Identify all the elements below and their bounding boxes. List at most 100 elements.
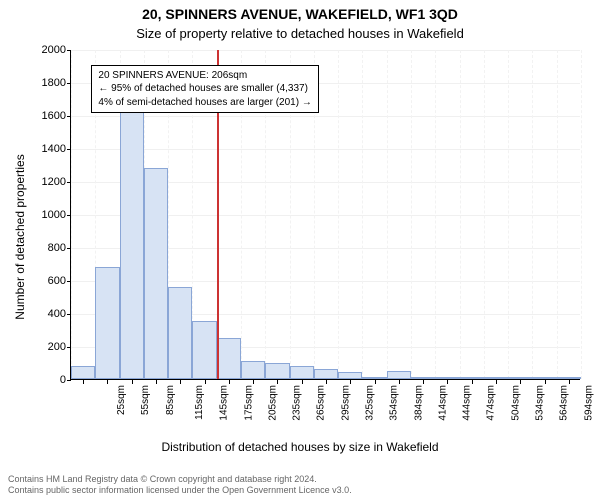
histogram-bar [508, 377, 532, 379]
x-tick-label: 594sqm [583, 385, 594, 421]
gridline-minor [557, 50, 558, 379]
x-tick-mark [277, 380, 278, 384]
histogram-bar [411, 377, 435, 379]
x-tick-mark [107, 380, 108, 384]
gridline-minor [460, 50, 461, 379]
histogram-bar [338, 372, 362, 379]
footer-line2: Contains public sector information licen… [8, 485, 352, 496]
gridline-minor [508, 50, 509, 379]
histogram-bar [460, 377, 484, 379]
gridline-minor [581, 50, 582, 379]
gridline-major [71, 149, 580, 150]
y-tick-label: 1200 [16, 176, 66, 188]
histogram-bar [120, 112, 144, 379]
x-tick-mark [180, 380, 181, 384]
histogram-bar [557, 377, 581, 379]
y-tick-label: 1600 [16, 110, 66, 122]
x-tick-mark [375, 380, 376, 384]
histogram-bar [168, 287, 192, 379]
y-tick-label: 200 [16, 341, 66, 353]
annotation-line1: 20 SPINNERS AVENUE: 206sqm [98, 69, 311, 83]
histogram-bar [241, 361, 265, 379]
gridline-major [71, 116, 580, 117]
annotation-line3: 4% of semi-detached houses are larger (2… [98, 96, 311, 110]
x-tick-mark [132, 380, 133, 384]
y-tick-label: 0 [16, 374, 66, 386]
y-tick-label: 400 [16, 308, 66, 320]
y-tick-label: 1000 [16, 209, 66, 221]
y-tick-label: 1800 [16, 77, 66, 89]
x-tick-mark [496, 380, 497, 384]
gridline-minor [71, 50, 72, 379]
footer-line1: Contains HM Land Registry data © Crown c… [8, 474, 352, 485]
histogram-bar [387, 371, 411, 379]
gridline-major [71, 50, 580, 51]
page-subtitle: Size of property relative to detached ho… [0, 26, 600, 41]
x-tick-mark [83, 380, 84, 384]
x-tick-label: 504sqm [510, 385, 521, 421]
x-tick-mark [423, 380, 424, 384]
plot-area: 20 SPINNERS AVENUE: 206sqm← 95% of detac… [70, 50, 580, 380]
histogram-bar [144, 168, 168, 379]
x-tick-label: 205sqm [267, 385, 278, 421]
y-tick-mark [67, 380, 71, 381]
histogram-bar [314, 369, 338, 379]
x-tick-mark [545, 380, 546, 384]
annotation-box: 20 SPINNERS AVENUE: 206sqm← 95% of detac… [91, 65, 318, 114]
histogram-bar [290, 366, 314, 379]
y-tick-label: 2000 [16, 44, 66, 56]
x-tick-mark [569, 380, 570, 384]
x-tick-label: 414sqm [437, 385, 448, 421]
x-tick-label: 444sqm [462, 385, 473, 421]
histogram-bar [435, 377, 459, 379]
x-tick-mark [399, 380, 400, 384]
chart-container: 20, SPINNERS AVENUE, WAKEFIELD, WF1 3QD … [0, 0, 600, 500]
x-axis-label: Distribution of detached houses by size … [0, 440, 600, 454]
histogram-bar [71, 366, 95, 379]
page-title: 20, SPINNERS AVENUE, WAKEFIELD, WF1 3QD [0, 6, 600, 22]
x-tick-label: 115sqm [194, 385, 205, 420]
gridline-minor [338, 50, 339, 379]
x-tick-label: 85sqm [165, 385, 176, 415]
x-tick-mark [350, 380, 351, 384]
x-tick-label: 564sqm [559, 385, 570, 421]
x-tick-label: 235sqm [292, 385, 303, 421]
histogram-bar [484, 377, 508, 379]
y-tick-label: 600 [16, 275, 66, 287]
gridline-minor [411, 50, 412, 379]
gridline-minor [435, 50, 436, 379]
gridline-minor [387, 50, 388, 379]
x-tick-label: 25sqm [116, 385, 127, 415]
annotation-line2: ← 95% of detached houses are smaller (4,… [98, 82, 311, 96]
histogram-bar [95, 267, 119, 379]
x-tick-label: 474sqm [486, 385, 497, 421]
x-tick-label: 325sqm [365, 385, 376, 421]
x-tick-mark [472, 380, 473, 384]
histogram-bar [192, 321, 216, 379]
x-tick-label: 534sqm [535, 385, 546, 421]
y-tick-label: 1400 [16, 143, 66, 155]
y-tick-label: 800 [16, 242, 66, 254]
x-tick-label: 55sqm [140, 385, 151, 415]
x-tick-mark [253, 380, 254, 384]
x-tick-mark [229, 380, 230, 384]
x-tick-mark [520, 380, 521, 384]
x-tick-mark [302, 380, 303, 384]
x-tick-mark [326, 380, 327, 384]
x-tick-label: 265sqm [316, 385, 327, 421]
x-tick-label: 354sqm [389, 385, 400, 421]
gridline-minor [362, 50, 363, 379]
x-tick-label: 145sqm [219, 385, 230, 421]
x-tick-mark [447, 380, 448, 384]
x-tick-label: 175sqm [243, 385, 254, 421]
gridline-minor [532, 50, 533, 379]
x-tick-mark [205, 380, 206, 384]
x-tick-label: 384sqm [413, 385, 424, 421]
footer-attribution: Contains HM Land Registry data © Crown c… [8, 474, 352, 497]
gridline-minor [484, 50, 485, 379]
histogram-bar [532, 377, 556, 379]
histogram-bar [217, 338, 241, 379]
x-tick-mark [156, 380, 157, 384]
histogram-bar [265, 363, 289, 380]
x-tick-label: 295sqm [340, 385, 351, 421]
